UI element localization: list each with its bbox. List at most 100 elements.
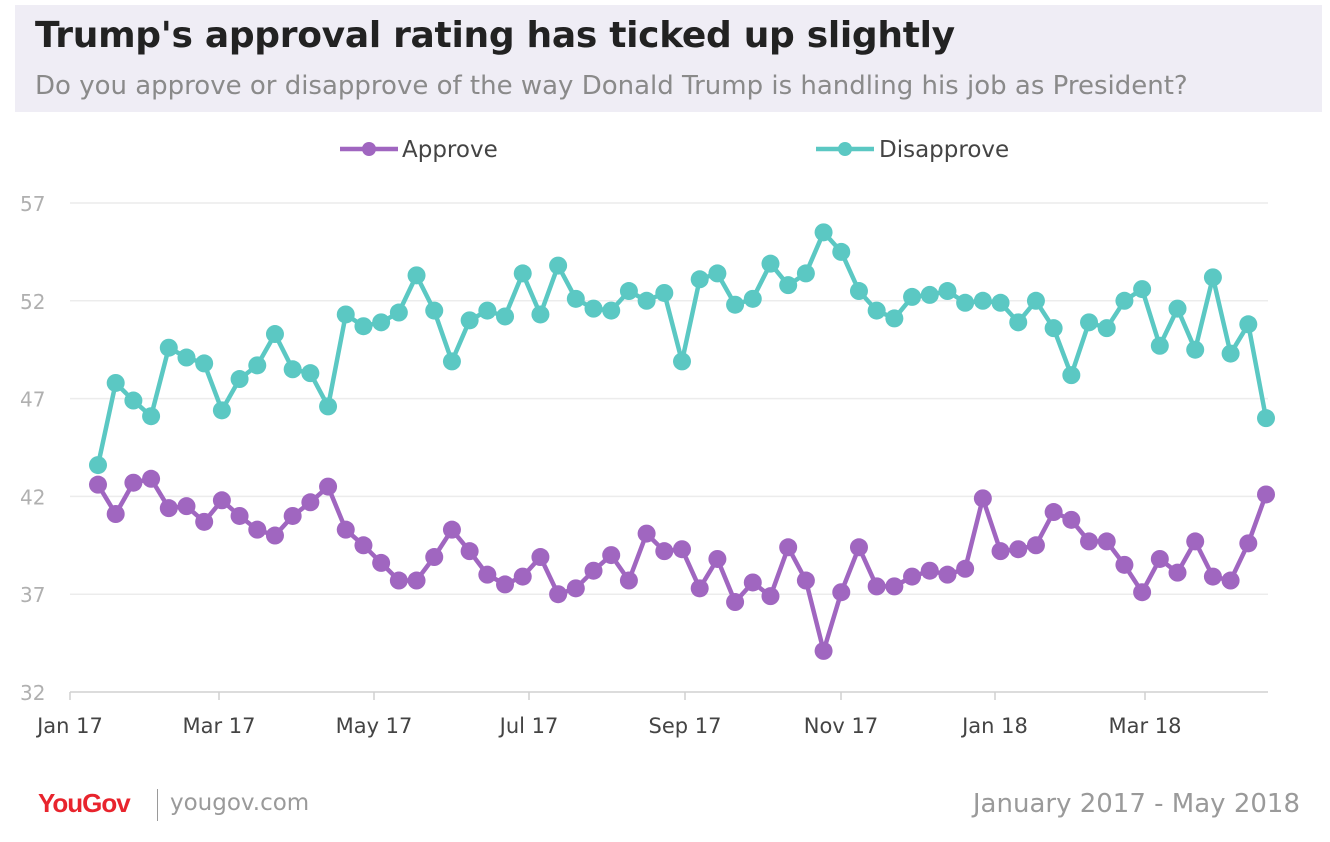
data-point-approve	[1168, 563, 1187, 582]
data-point-disapprove	[124, 391, 143, 410]
data-point-approve	[920, 561, 939, 580]
data-point-disapprove	[1133, 280, 1152, 299]
data-point-approve	[726, 593, 745, 612]
data-point-disapprove	[1097, 319, 1116, 338]
data-point-disapprove	[159, 338, 178, 357]
data-point-approve	[832, 583, 851, 602]
data-point-approve	[159, 499, 178, 518]
data-point-disapprove	[212, 401, 231, 420]
data-point-disapprove	[283, 360, 302, 379]
data-point-disapprove	[903, 287, 922, 306]
data-point-disapprove	[106, 373, 125, 392]
data-point-approve	[301, 493, 320, 512]
data-point-disapprove	[372, 313, 391, 332]
data-point-disapprove	[726, 295, 745, 314]
data-point-approve	[283, 506, 302, 525]
data-point-approve	[938, 565, 957, 584]
x-tick-label: Jan 18	[960, 714, 1028, 738]
data-point-disapprove	[690, 270, 709, 289]
data-point-disapprove	[389, 303, 408, 322]
data-point-disapprove	[1203, 268, 1222, 287]
legend-label: Disapprove	[879, 137, 1009, 163]
data-point-disapprove	[336, 305, 355, 324]
data-point-disapprove	[619, 282, 638, 301]
y-tick-label: 42	[20, 485, 45, 509]
data-point-approve	[407, 571, 426, 590]
data-point-disapprove	[319, 397, 338, 416]
header-banner: Trump's approval rating has ticked up sl…	[15, 5, 1322, 112]
data-point-disapprove	[761, 254, 780, 273]
data-point-approve	[531, 548, 550, 567]
data-point-approve	[212, 491, 231, 510]
data-point-approve	[743, 573, 762, 592]
data-point-approve	[1044, 503, 1063, 522]
data-point-approve	[637, 524, 656, 543]
data-point-disapprove	[301, 364, 320, 383]
data-point-disapprove	[796, 264, 815, 283]
data-point-disapprove	[708, 264, 727, 283]
data-point-disapprove	[1186, 340, 1205, 359]
data-point-approve	[248, 520, 267, 539]
data-point-disapprove	[655, 283, 674, 302]
data-point-approve	[602, 546, 621, 565]
data-point-disapprove	[230, 370, 249, 389]
data-point-approve	[1026, 536, 1045, 555]
data-point-disapprove	[478, 301, 497, 320]
data-point-disapprove	[1044, 319, 1063, 338]
data-point-approve	[619, 571, 638, 590]
data-point-approve	[779, 538, 798, 557]
data-point-approve	[1097, 532, 1116, 551]
data-point-approve	[1009, 540, 1028, 559]
data-point-approve	[124, 473, 143, 492]
data-point-disapprove	[460, 311, 479, 330]
data-point-disapprove	[442, 352, 461, 371]
data-point-disapprove	[1080, 313, 1099, 332]
data-point-approve	[885, 577, 904, 596]
data-point-disapprove	[1221, 344, 1240, 363]
data-point-disapprove	[956, 293, 975, 312]
data-point-approve	[708, 549, 727, 568]
data-point-disapprove	[1150, 336, 1169, 355]
data-point-disapprove	[513, 264, 532, 283]
y-tick-label: 57	[20, 192, 45, 216]
data-point-approve	[655, 542, 674, 561]
data-point-disapprove	[89, 456, 107, 475]
data-point-disapprove	[549, 256, 568, 275]
data-point-approve	[89, 475, 107, 494]
x-tick-label: Mar 18	[1108, 714, 1181, 738]
data-point-approve	[142, 469, 161, 488]
chart-subtitle: Do you approve or disapprove of the way …	[35, 71, 1188, 101]
series-line-disapprove	[95, 230, 1269, 466]
data-point-approve	[761, 587, 780, 606]
series-line-approve	[96, 476, 1269, 654]
data-point-approve	[1062, 510, 1081, 529]
x-tick-label: Jul 17	[498, 714, 559, 738]
data-point-approve	[106, 505, 125, 524]
chart-title: Trump's approval rating has ticked up sl…	[35, 15, 955, 56]
data-point-approve	[478, 565, 497, 584]
x-tick-label: May 17	[336, 714, 413, 738]
data-point-approve	[796, 571, 815, 590]
data-point-disapprove	[849, 282, 868, 301]
data-point-disapprove	[1257, 409, 1275, 428]
data-point-disapprove	[1239, 315, 1258, 334]
data-point-disapprove	[602, 301, 621, 320]
data-point-approve	[230, 506, 249, 525]
x-tick-label: Nov 17	[804, 714, 878, 738]
data-point-disapprove	[1115, 291, 1134, 310]
data-point-approve	[372, 553, 391, 572]
legend-swatch-marker	[838, 142, 852, 156]
x-tick-label: Sep 17	[649, 714, 722, 738]
data-point-approve	[973, 489, 992, 508]
data-point-approve	[814, 641, 833, 660]
data-point-approve	[513, 567, 532, 586]
footer-site-link[interactable]: yougov.com	[170, 790, 310, 816]
x-tick-label: Mar 17	[182, 714, 255, 738]
data-point-disapprove	[920, 285, 939, 304]
data-point-disapprove	[885, 309, 904, 328]
data-point-disapprove	[814, 223, 833, 242]
data-point-approve	[1080, 532, 1099, 551]
data-point-approve	[1203, 567, 1222, 586]
data-point-approve	[903, 567, 922, 586]
